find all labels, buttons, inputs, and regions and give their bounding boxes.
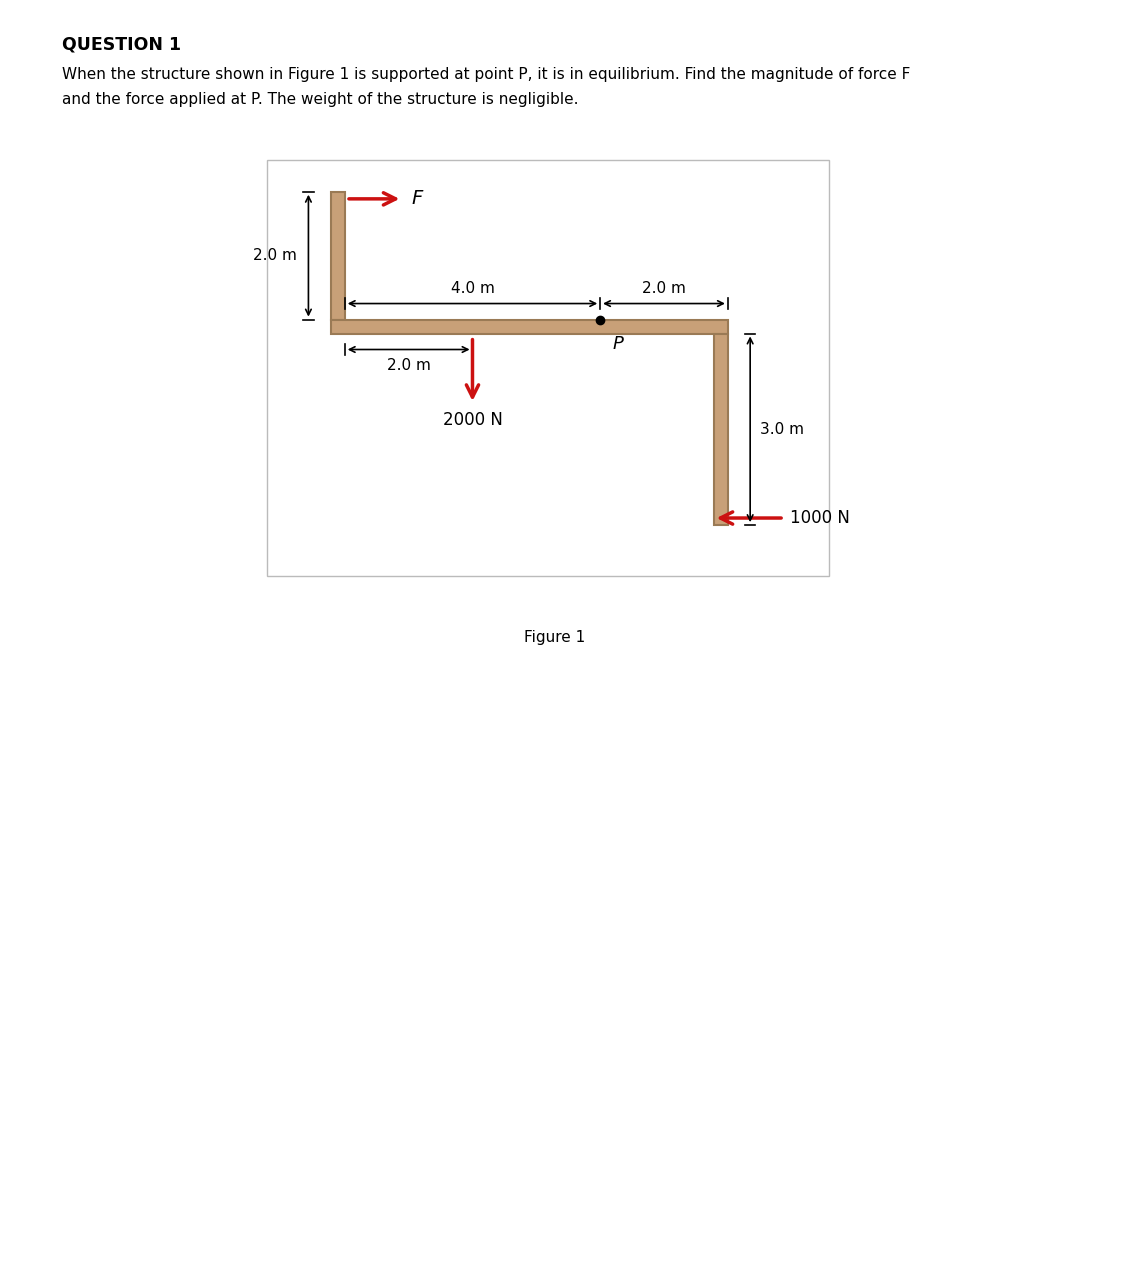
Text: 2.0 m: 2.0 m [387, 358, 431, 372]
Text: F: F [412, 189, 423, 209]
Polygon shape [330, 320, 728, 334]
Text: 2.0 m: 2.0 m [253, 248, 297, 264]
Text: P: P [613, 335, 624, 353]
Text: When the structure shown in Figure 1 is supported at point P, it is in equilibri: When the structure shown in Figure 1 is … [62, 67, 910, 82]
Text: Figure 1: Figure 1 [524, 630, 585, 645]
Text: 1000 N: 1000 N [791, 509, 851, 527]
Polygon shape [714, 334, 728, 525]
Text: 2.0 m: 2.0 m [642, 280, 685, 296]
Text: QUESTION 1: QUESTION 1 [62, 36, 181, 54]
Text: and the force applied at P. The weight of the structure is negligible.: and the force applied at P. The weight o… [62, 92, 579, 108]
Text: 3.0 m: 3.0 m [760, 422, 804, 436]
Text: 4.0 m: 4.0 m [450, 280, 494, 296]
Polygon shape [330, 192, 345, 320]
Text: 2000 N: 2000 N [442, 411, 502, 429]
